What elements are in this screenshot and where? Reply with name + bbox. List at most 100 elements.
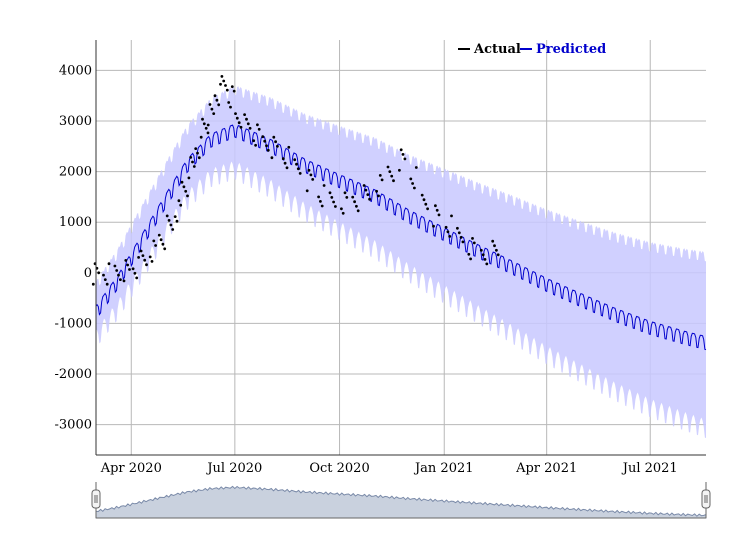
actual-point: [234, 112, 237, 115]
actual-point: [215, 98, 219, 102]
y-tick-label: -2000: [55, 367, 92, 382]
actual-point: [254, 143, 257, 147]
actual-point: [448, 235, 452, 238]
actual-point: [157, 233, 161, 237]
y-tick-label: 0: [84, 266, 92, 281]
actual-point: [444, 225, 448, 229]
actual-point: [420, 193, 424, 197]
actual-point: [204, 126, 208, 130]
x-tick-label: Jul 2021: [621, 461, 678, 476]
navigator-left-handle[interactable]: [91, 489, 101, 509]
actual-point: [263, 139, 267, 143]
actual-point: [285, 166, 289, 170]
y-tick-label: 1000: [59, 215, 92, 230]
actual-point: [239, 125, 243, 129]
actual-point: [270, 156, 274, 160]
range-navigator[interactable]: [91, 482, 711, 519]
actual-point: [481, 253, 485, 257]
actual-point: [424, 202, 428, 206]
actual-point: [117, 273, 120, 277]
actual-point: [171, 228, 175, 231]
actual-point: [113, 264, 117, 268]
actual-point: [467, 252, 471, 256]
x-tick-label: Jul 2020: [205, 461, 262, 476]
y-tick-label: -1000: [55, 316, 92, 331]
actual-point: [124, 259, 128, 262]
y-tick-label: -3000: [55, 418, 92, 433]
actual-point: [334, 205, 337, 208]
navigator-series: [95, 485, 707, 519]
actual-point: [115, 269, 119, 272]
legend: Actual Predicted: [458, 42, 606, 57]
actual-point: [105, 282, 109, 286]
actual-point: [237, 121, 241, 125]
actual-point: [97, 271, 101, 275]
actual-point: [103, 278, 107, 281]
actual-point: [186, 194, 189, 198]
actual-point: [274, 140, 277, 144]
actual-point: [296, 167, 300, 171]
actual-point: [322, 184, 326, 187]
actual-point: [495, 248, 498, 252]
actual-point: [355, 204, 358, 208]
predicted-line: [95, 124, 707, 351]
actual-point: [184, 189, 188, 193]
actual-point: [298, 172, 302, 175]
actual-point: [206, 123, 210, 127]
actual-point: [426, 207, 429, 211]
axes: [95, 40, 706, 456]
predicted-line-path: [95, 124, 707, 351]
actual-point: [364, 188, 368, 192]
navigator-right-handle[interactable]: [701, 489, 711, 509]
y-tick-labels: 4000 3000 2000 1000 0 -1000 -2000 -3000: [55, 63, 92, 432]
actual-point: [159, 238, 163, 242]
actual-point: [232, 89, 236, 93]
actual-point: [167, 219, 171, 222]
actual-point: [201, 117, 204, 121]
actual-point: [392, 179, 395, 183]
y-tick-label: 3000: [59, 114, 92, 129]
actual-point: [435, 208, 439, 212]
actual-point: [411, 182, 414, 185]
actual-point: [212, 112, 216, 115]
actual-point: [154, 244, 158, 247]
actual-point: [469, 257, 472, 261]
actual-point: [128, 268, 131, 271]
legend-actual-label: Actual: [473, 42, 521, 57]
actual-point: [341, 211, 345, 215]
actual-point: [283, 161, 287, 165]
actual-point: [230, 85, 234, 88]
actual-point: [194, 147, 198, 151]
actual-point: [380, 178, 384, 182]
actual-point: [356, 209, 360, 213]
actual-point: [483, 258, 487, 261]
actual-point: [163, 247, 167, 251]
actual-point: [386, 165, 390, 169]
actual-point: [266, 148, 270, 152]
actual-point: [131, 267, 135, 271]
actual-point: [446, 230, 450, 234]
actual-point: [243, 113, 247, 116]
actual-point: [245, 117, 248, 121]
actual-point: [152, 239, 156, 243]
actual-point: [434, 204, 437, 208]
x-tick-label: Apr 2020: [100, 461, 162, 476]
actual-point: [305, 189, 309, 193]
actual-point: [148, 255, 152, 259]
actual-point: [257, 127, 261, 131]
actual-point: [320, 204, 324, 208]
actual-point: [479, 248, 483, 252]
actual-point: [161, 242, 165, 246]
actual-point: [399, 148, 403, 152]
x-tick-label: Jan 2021: [413, 461, 474, 476]
actual-point: [135, 276, 139, 280]
actual-point: [182, 185, 186, 189]
actual-point: [403, 157, 407, 161]
actual-point: [122, 279, 126, 283]
actual-point: [368, 197, 371, 201]
actual-point: [485, 262, 489, 266]
actual-point: [143, 258, 147, 262]
actual-point: [377, 194, 380, 198]
actual-point: [180, 180, 184, 184]
